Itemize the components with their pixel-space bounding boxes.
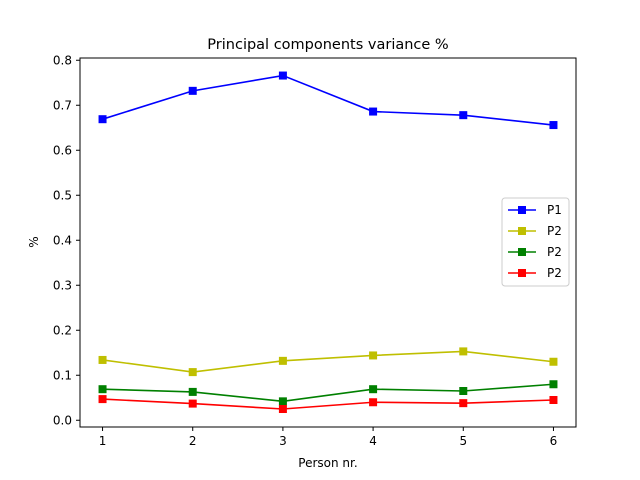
x-tick-label: 3: [279, 434, 287, 448]
y-tick-label: 0.8: [53, 53, 72, 67]
x-tick-label: 5: [459, 434, 467, 448]
y-tick-label: 0.0: [53, 413, 72, 427]
x-tick-label: 6: [550, 434, 558, 448]
y-tick-label: 0.4: [53, 233, 72, 247]
data-point: [188, 399, 197, 408]
data-point: [278, 71, 287, 80]
data-point: [98, 355, 107, 364]
x-tick-label: 2: [189, 434, 197, 448]
legend-marker: [518, 248, 526, 256]
data-point: [369, 351, 378, 360]
legend-marker: [518, 227, 526, 235]
data-point: [549, 396, 558, 404]
plot-area: 1 2 3 4 5 6 0.0 0.1 0.2 0.3 0.4 0.5 0.6 0.7 0.8: [53, 53, 577, 448]
data-point: [278, 356, 287, 365]
y-tick-label: 0.7: [53, 98, 72, 112]
chart-title: Principal components variance %: [207, 37, 448, 53]
y-tick-label: 0.5: [53, 188, 72, 202]
data-point: [369, 107, 378, 116]
legend-marker: [518, 206, 526, 214]
data-point: [459, 399, 468, 408]
y-tick-label: 0.6: [53, 143, 72, 157]
data-point: [98, 385, 107, 394]
legend: P1 P2 P2 P2: [501, 197, 570, 287]
data-point: [549, 357, 558, 366]
data-point: [188, 387, 197, 396]
legend-box: [501, 197, 570, 287]
y-tick-label: 0.3: [53, 278, 72, 292]
series-line: [102, 383, 554, 403]
data-point: [369, 398, 378, 407]
x-tick-label: 1: [99, 434, 107, 448]
x-axis-label: Person nr.: [298, 456, 357, 470]
data-point: [98, 115, 107, 124]
data-point: [278, 397, 287, 406]
axes-frame: [79, 57, 577, 428]
series-line: [102, 350, 554, 373]
data-point: [459, 347, 468, 356]
data-point: [459, 111, 468, 120]
y-tick-label: 0.1: [53, 368, 72, 382]
legend-label: P2: [547, 245, 562, 259]
data-point: [278, 405, 287, 413]
y-tick-label: 0.2: [53, 323, 72, 337]
data-point: [98, 395, 107, 404]
data-point: [188, 86, 197, 95]
data-point: [549, 380, 558, 389]
data-point: [459, 387, 468, 395]
series-line: [102, 398, 554, 410]
series-line: [102, 74, 554, 126]
legend-marker: [518, 269, 526, 277]
x-tick-label: 4: [369, 434, 377, 448]
legend-label: P1: [547, 203, 562, 217]
y-axis-label: %: [27, 236, 41, 247]
data-point: [549, 121, 558, 130]
data-point: [369, 385, 378, 394]
data-point: [188, 368, 197, 377]
legend-label: P2: [547, 224, 562, 238]
legend-label: P2: [547, 266, 562, 280]
